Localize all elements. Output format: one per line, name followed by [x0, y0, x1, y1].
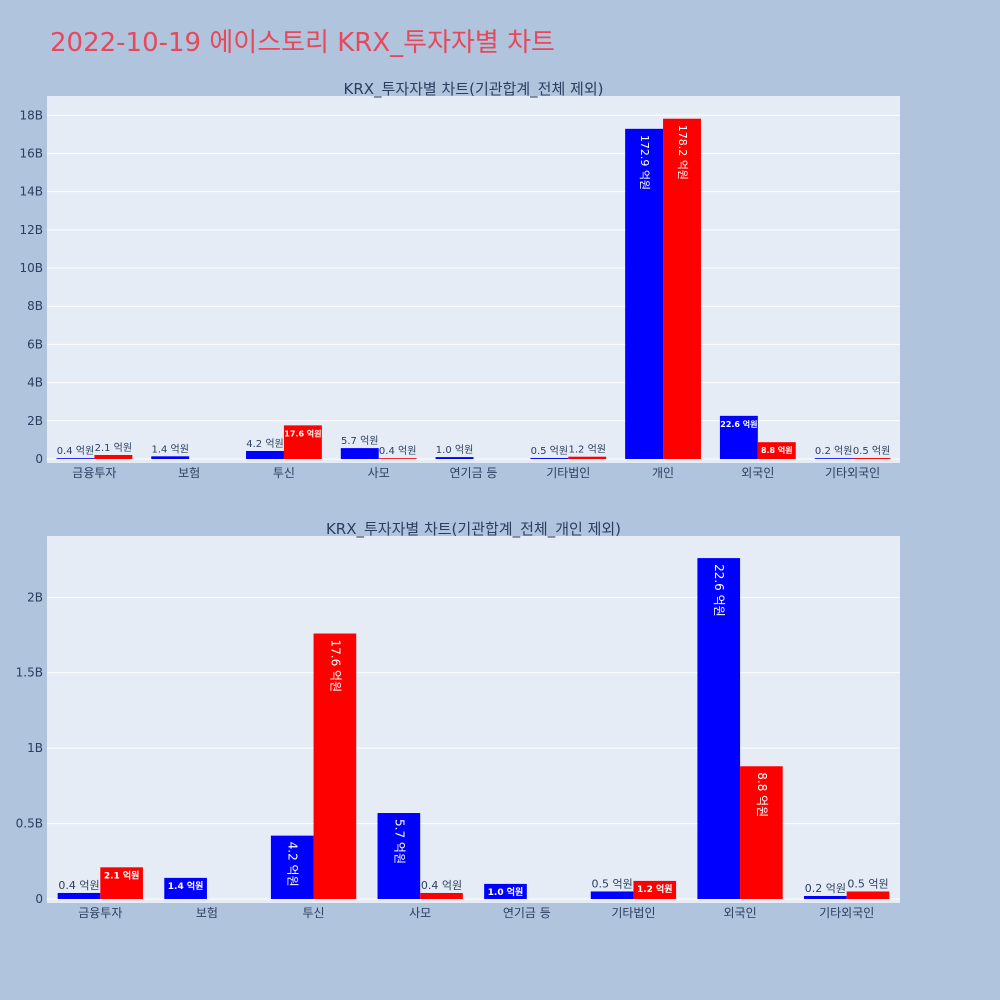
bar-data-label: 0.5 억원	[531, 445, 568, 457]
bar	[283, 425, 322, 459]
bar	[340, 448, 379, 459]
bar	[435, 457, 474, 459]
chart-title: KRX_투자자별 차트(기관합계_전체_개인 제외)	[326, 520, 621, 539]
x-tick-label: 연기금 등	[503, 906, 551, 920]
bar-data-label: 0.5 억원	[591, 877, 632, 890]
bar-data-label: 0.2 억원	[805, 882, 846, 895]
bar-data-label: 8.8 억원	[761, 445, 793, 455]
bar-data-label: 0.4 억원	[57, 445, 94, 457]
bar	[852, 458, 891, 459]
y-tick-label: 4B	[27, 376, 43, 390]
bar-data-label: 172.9 억원	[638, 135, 651, 190]
page-title: 2022-10-19 에이스토리 KRX_투자자별 차트	[50, 28, 555, 58]
chart-title: KRX_투자자별 차트(기관합계_전체 제외)	[344, 80, 604, 99]
bar	[420, 892, 463, 899]
bar-data-label: 2.1 억원	[104, 869, 140, 881]
bar-data-label: 0.4 억원	[379, 445, 416, 457]
bar	[57, 892, 101, 899]
y-tick-label: 0	[35, 892, 43, 906]
y-tick-label: 1B	[27, 741, 43, 755]
bar	[164, 877, 207, 899]
x-tick-label: 기타법인	[611, 906, 655, 920]
bar	[633, 880, 677, 899]
bar	[246, 450, 284, 459]
bar-data-label: 0.4 억원	[421, 879, 462, 892]
x-tick-label: 외국인	[741, 466, 774, 480]
bar	[378, 458, 417, 459]
y-tick-label: 0.5B	[16, 817, 43, 831]
y-tick-label: 8B	[27, 299, 43, 313]
x-tick-label: 연기금 등	[450, 466, 498, 480]
bar	[757, 442, 796, 459]
bar-data-label: 1.4 억원	[168, 880, 204, 892]
bar-data-label: 4.2 억원	[246, 438, 283, 450]
y-tick-label: 12B	[19, 223, 43, 237]
y-tick-label: 10B	[19, 261, 43, 275]
y-tick-label: 0	[35, 452, 43, 466]
bar	[568, 456, 607, 459]
bar-data-label: 2.1 억원	[95, 442, 132, 454]
bar-data-label: 17.6 억원	[328, 640, 342, 693]
x-tick-label: 기타법인	[546, 466, 590, 480]
bar-data-label: 8.8 억원	[755, 772, 769, 817]
bar	[151, 456, 190, 459]
bar-data-label: 22.6 억원	[720, 419, 757, 429]
bar-data-label: 1.0 억원	[488, 886, 524, 898]
bar-data-label: 1.0 억원	[436, 444, 473, 456]
x-tick-label: 보험	[178, 466, 200, 480]
chart-1: 0 2B 4B 6B 8B 10B 12B 14B 16B 18B KRX_투자자별 차트(기관합계…	[19, 80, 900, 480]
bar	[697, 558, 741, 899]
bar-data-label: 0.5 억원	[847, 877, 888, 890]
bar	[270, 835, 314, 899]
bar-data-label: 1.2 억원	[637, 883, 673, 895]
bar	[56, 458, 95, 459]
plot-area	[47, 96, 900, 463]
bar-data-label: 0.4 억원	[58, 879, 99, 892]
x-tick-label: 금융투자	[78, 906, 122, 920]
bar	[740, 766, 783, 899]
x-tick-label: 외국인	[724, 906, 757, 920]
x-tick-label: 기타외국인	[825, 466, 880, 480]
x-tick-label: 개인	[652, 466, 674, 480]
x-tick-label: 투신	[303, 906, 325, 920]
bar-data-label: 17.6 억원	[284, 428, 321, 438]
bar-data-label: 0.2 억원	[815, 445, 852, 457]
bar-data-label: 5.7 억원	[392, 819, 406, 864]
x-tick-label: 사모	[409, 906, 431, 920]
chart-2: 0 0.5B 1B 1.5B 2B KRX_투자자별 차트(기관합계_전체_개인 제외) 금…	[16, 520, 900, 920]
y-tick-label: 2B	[27, 590, 43, 604]
x-tick-label: 금융투자	[72, 466, 116, 480]
y-tick-label: 2B	[27, 414, 43, 428]
bar-data-label: 1.2 억원	[568, 444, 605, 456]
bar	[804, 895, 847, 899]
x-tick-label: 기타외국인	[819, 906, 874, 920]
bar-data-label: 1.4 억원	[151, 443, 188, 455]
y-tick-label: 18B	[19, 108, 43, 122]
bar	[100, 867, 143, 899]
y-tick-label: 14B	[19, 185, 43, 199]
bar	[814, 458, 853, 459]
bar	[484, 883, 527, 899]
bar-data-label: 0.5 억원	[853, 445, 890, 457]
bar	[94, 454, 133, 459]
x-tick-label: 투신	[273, 466, 295, 480]
bar-data-label: 178.2 억원	[676, 125, 689, 180]
x-tick-label: 보험	[196, 906, 218, 920]
bar	[719, 415, 758, 459]
bar	[625, 128, 664, 459]
bar	[313, 633, 357, 899]
bar-data-label: 22.6 억원	[712, 564, 726, 617]
y-tick-label: 16B	[19, 146, 43, 160]
bar	[846, 891, 890, 899]
y-tick-label: 1.5B	[16, 666, 43, 680]
bar-data-label: 5.7 억원	[341, 435, 378, 447]
x-tick-label: 사모	[368, 466, 390, 480]
bar-data-label: 4.2 억원	[286, 842, 300, 887]
y-tick-label: 6B	[27, 337, 43, 351]
bar	[590, 891, 634, 899]
bar	[377, 813, 421, 899]
bar	[530, 458, 569, 459]
bar	[663, 118, 701, 459]
